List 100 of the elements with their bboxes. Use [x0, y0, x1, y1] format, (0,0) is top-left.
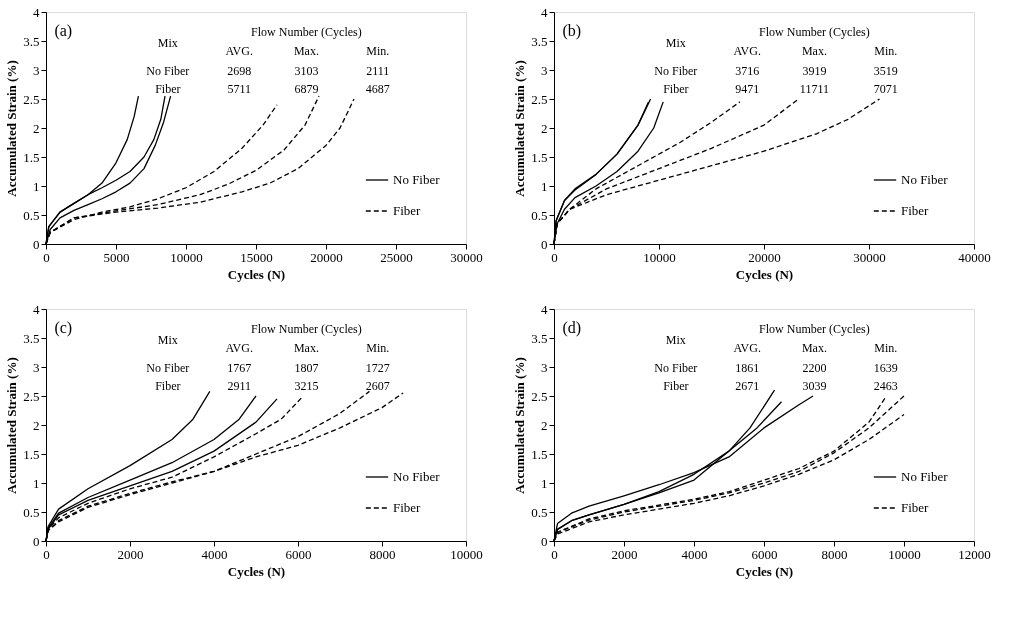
y-tick-label: 0.5 [531, 504, 548, 520]
x-tick-label: 4000 [681, 546, 708, 562]
x-axis-title: Cycles (N) [227, 266, 286, 282]
annotation: No Fiber [146, 64, 190, 79]
annotation: No Fiber [146, 361, 190, 376]
y-tick-label: 4 [33, 4, 40, 20]
x-tick-label: 20000 [310, 249, 343, 265]
annotation: (a) [54, 21, 73, 40]
y-axis-title: Accumulated Strain (%) [512, 357, 528, 494]
annotation: 1861 [735, 361, 760, 376]
legend-label: Fiber [393, 500, 422, 515]
y-tick-label: 3.5 [531, 330, 548, 346]
y-tick-label: 4 [541, 301, 548, 317]
y-tick-label: 1.5 [23, 149, 40, 165]
annotation: 1639 [873, 361, 898, 376]
x-tick-label: 10000 [170, 249, 203, 265]
annotation: 9471 [735, 81, 760, 96]
y-tick-label: 0.5 [531, 207, 548, 223]
annotation: 2911 [227, 378, 251, 393]
y-tick-label: 3.5 [23, 330, 40, 346]
x-tick-label: 12000 [958, 546, 991, 562]
y-tick-label: 0.5 [23, 504, 40, 520]
y-tick-label: 3 [33, 62, 40, 78]
x-tick-label: 5000 [103, 249, 130, 265]
x-tick-label: 2000 [117, 546, 144, 562]
annotation: Min. [366, 44, 390, 59]
y-axis-title: Accumulated Strain (%) [4, 60, 20, 197]
y-tick-label: 1.5 [531, 149, 548, 165]
annotation: AVG. [225, 341, 253, 356]
x-tick-label: 6000 [285, 546, 312, 562]
legend-label: No Fiber [901, 172, 949, 187]
annotation: Max. [293, 44, 319, 59]
annotation: 3716 [735, 64, 760, 79]
x-axis-title: Cycles (N) [735, 266, 794, 282]
y-tick-label: 2 [33, 417, 40, 433]
y-tick-label: 3.5 [531, 33, 548, 49]
annotation: 11711 [799, 81, 829, 96]
annotation: 7071 [873, 81, 898, 96]
y-tick-label: 1.5 [23, 446, 40, 462]
annotation: 1807 [294, 361, 319, 376]
y-tick-label: 2.5 [23, 91, 40, 107]
y-tick-label: 1 [33, 475, 40, 491]
legend-label: No Fiber [393, 172, 441, 187]
y-axis-title: Accumulated Strain (%) [512, 60, 528, 197]
annotation: 2607 [365, 378, 390, 393]
annotation: Max. [801, 44, 827, 59]
y-tick-label: 0 [541, 236, 548, 252]
y-tick-label: 3 [541, 62, 548, 78]
annotation: Max. [293, 341, 319, 356]
annotation: Flow Number (Cycles) [251, 24, 362, 39]
x-tick-label: 0 [551, 249, 558, 265]
y-tick-label: 0.5 [23, 207, 40, 223]
y-tick-label: 2.5 [531, 388, 548, 404]
y-tick-label: 3.5 [23, 33, 40, 49]
y-axis-title: Accumulated Strain (%) [4, 357, 20, 494]
annotation: 3919 [802, 64, 827, 79]
x-tick-label: 10000 [888, 546, 921, 562]
x-tick-label: 10000 [643, 249, 676, 265]
annotation: 3103 [294, 64, 319, 79]
y-tick-label: 0 [33, 533, 40, 549]
x-tick-label: 20000 [748, 249, 781, 265]
x-tick-label: 0 [551, 546, 558, 562]
annotation: Mix [665, 36, 686, 51]
annotation: 3519 [873, 64, 898, 79]
annotation: Mix [665, 333, 686, 348]
annotation: (d) [562, 318, 582, 337]
x-tick-label: 0 [43, 249, 50, 265]
y-tick-label: 3 [541, 359, 548, 375]
annotation: 2463 [873, 378, 898, 393]
annotation: Max. [801, 341, 827, 356]
y-tick-label: 2.5 [23, 388, 40, 404]
annotation: Min. [874, 341, 898, 356]
y-tick-label: 2.5 [531, 91, 548, 107]
x-tick-label: 0 [43, 546, 50, 562]
annotation: (b) [562, 21, 582, 40]
y-tick-label: 1 [541, 178, 548, 194]
annotation: 4687 [365, 81, 390, 96]
x-axis-title: Cycles (N) [735, 563, 794, 579]
annotation: No Fiber [654, 361, 698, 376]
annotation: Fiber [663, 81, 689, 96]
annotation: 2200 [802, 361, 827, 376]
x-tick-label: 8000 [369, 546, 396, 562]
x-tick-label: 30000 [450, 249, 483, 265]
annotation: 3215 [294, 378, 319, 393]
y-tick-label: 1.5 [531, 446, 548, 462]
annotation: 6879 [294, 81, 319, 96]
x-tick-label: 15000 [240, 249, 273, 265]
annotation: Mix [157, 36, 178, 51]
x-tick-label: 8000 [821, 546, 848, 562]
annotation: Min. [874, 44, 898, 59]
annotation: No Fiber [654, 64, 698, 79]
x-tick-label: 30000 [853, 249, 886, 265]
annotation: 5711 [227, 81, 251, 96]
annotation: AVG. [733, 341, 761, 356]
annotation: Mix [157, 333, 178, 348]
annotation: 2698 [227, 64, 252, 79]
x-tick-label: 10000 [450, 546, 483, 562]
y-tick-label: 1 [33, 178, 40, 194]
annotation: Fiber [155, 378, 181, 393]
y-tick-label: 4 [33, 301, 40, 317]
